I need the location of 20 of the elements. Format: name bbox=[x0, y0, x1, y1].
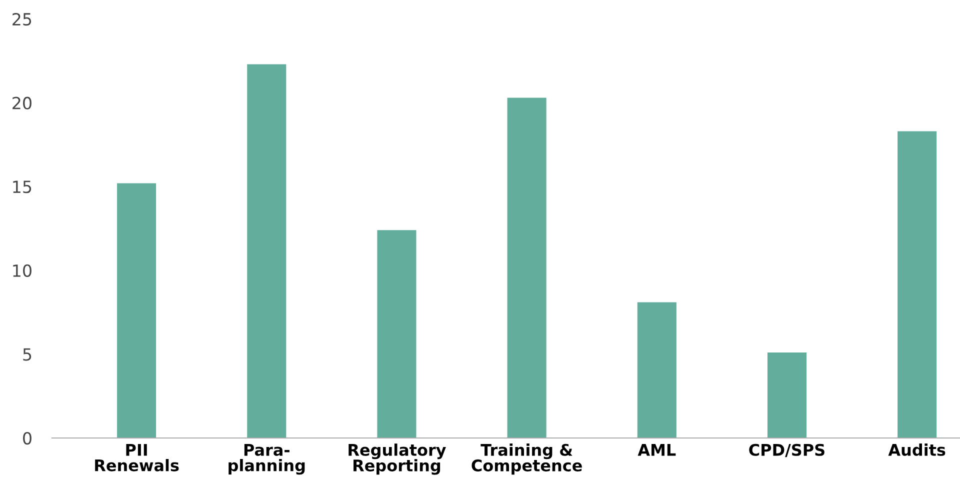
y-tick-label: 25 bbox=[12, 12, 32, 26]
bar bbox=[637, 302, 676, 438]
bar bbox=[117, 183, 156, 438]
y-tick-label: 0 bbox=[23, 432, 32, 445]
bar bbox=[507, 98, 546, 438]
bar bbox=[898, 131, 937, 438]
bar bbox=[247, 64, 286, 438]
bar bbox=[377, 230, 416, 438]
x-tick-label: Regulatory Reporting bbox=[348, 444, 446, 475]
x-tick-label: Para- planning bbox=[228, 444, 305, 475]
y-tick-label: 5 bbox=[23, 348, 32, 361]
x-tick-label: PII Renewals bbox=[95, 444, 179, 472]
x-tick-label: CPD/SPS bbox=[749, 444, 824, 458]
y-tick-label: 10 bbox=[13, 264, 32, 277]
y-tick-label: 15 bbox=[13, 180, 32, 194]
x-tick-label: Audits bbox=[888, 444, 946, 456]
x-tick-label: Training & Competence bbox=[472, 444, 582, 475]
x-tick-label: AML bbox=[638, 444, 676, 456]
bar bbox=[767, 352, 806, 438]
y-tick-label: 20 bbox=[12, 96, 32, 110]
